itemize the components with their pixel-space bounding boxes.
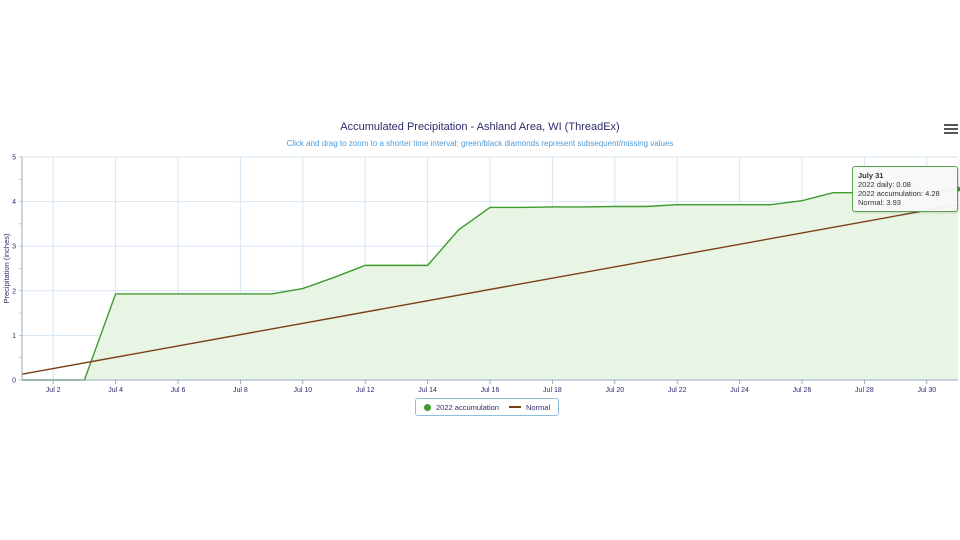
x-tick-label: Jul 20 xyxy=(605,387,624,394)
tooltip-date: July 31 xyxy=(858,171,884,180)
x-tick-label: Jul 22 xyxy=(668,387,687,394)
x-tick-label: Jul 18 xyxy=(543,387,562,394)
y-axis-title: Precipitation (inches) xyxy=(2,233,11,304)
accumulation-series-line[interactable] xyxy=(22,188,959,381)
legend-marker-line xyxy=(508,406,521,408)
tooltip-accumulation: 2022 accumulation: 4.28 xyxy=(858,189,940,198)
chart-lines-layer xyxy=(21,188,959,381)
tooltip-daily: 2022 daily: 0.08 xyxy=(858,180,911,189)
chart-axes: 0 1 2 3 4 5 Jul 2 Jul 4 Jul 6 Jul 8 Jul 10 Jul 12 Ju… xyxy=(2,155,958,394)
x-tick-label: Jul 26 xyxy=(793,387,812,394)
legend-label-normal: Normal xyxy=(525,402,551,412)
y-tick-label: 1 xyxy=(12,333,16,340)
x-tick-label: Jul 10 xyxy=(293,387,312,394)
chart-subtitle: Click and drag to zoom to a shorter time… xyxy=(286,139,674,148)
x-tick-label: Jul 24 xyxy=(730,387,749,394)
hamburger-menu-icon[interactable] xyxy=(944,124,958,136)
legend-item-accumulation[interactable]: 2022 accumulation xyxy=(424,403,499,412)
chart-tooltip: July 31 2022 daily: 0.08 2022 accumulati… xyxy=(852,166,958,212)
legend-label-accumulation: 2022 accumulation xyxy=(436,402,499,412)
chart-area-layer xyxy=(22,189,958,380)
y-tick-label: 4 xyxy=(12,199,16,206)
x-tick-label: Jul 30 xyxy=(917,387,936,394)
accumulation-area-fill xyxy=(22,189,958,380)
normal-series-line[interactable] xyxy=(21,204,959,375)
tooltip-normal: Normal: 3.93 xyxy=(858,198,901,207)
legend-marker-circle xyxy=(424,403,431,411)
x-tick-label: Jul 2 xyxy=(46,387,61,394)
chart-title: Accumulated Precipitation - Ashland Area… xyxy=(340,121,620,133)
chart-legend: 2022 accumulation Normal xyxy=(415,398,560,416)
y-tick-label: 2 xyxy=(12,288,16,295)
x-tick-label: Jul 8 xyxy=(233,387,248,394)
y-tick-label: 5 xyxy=(12,155,16,162)
x-tick-label: Jul 14 xyxy=(418,387,437,394)
x-tick-label: Jul 6 xyxy=(171,387,186,394)
x-tick-label: Jul 4 xyxy=(108,387,123,394)
x-tick-label: Jul 16 xyxy=(481,387,500,394)
x-tick-label: Jul 28 xyxy=(855,387,874,394)
x-tick-label: Jul 12 xyxy=(356,387,375,394)
y-tick-label: 3 xyxy=(12,244,16,251)
legend-item-normal[interactable]: Normal xyxy=(508,402,551,412)
y-tick-label: 0 xyxy=(12,378,16,385)
